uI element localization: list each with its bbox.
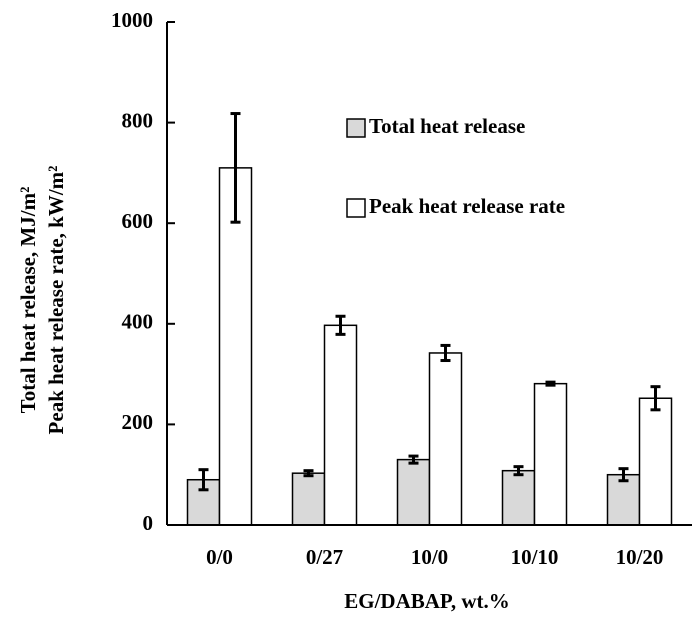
error-bar [650, 385, 661, 412]
y-axis-label: Total heat release, MJ/m² [16, 187, 40, 414]
x-axis-label: EG/DABAP, wt.% [344, 589, 510, 613]
bar [428, 352, 463, 526]
y-axis-label: Peak heat release rate, kW/m² [44, 166, 68, 435]
bar [638, 397, 673, 526]
x-tick-label: 0/0 [206, 545, 233, 569]
legend-label: Total heat release [369, 114, 525, 138]
error-bar [408, 454, 419, 465]
error-bar [198, 468, 209, 492]
bar [323, 324, 358, 526]
y-tick-label: 400 [122, 310, 154, 334]
bar [501, 469, 536, 526]
error-bar [618, 467, 629, 483]
y-tick-label: 800 [122, 108, 154, 132]
y-tick-label: 200 [122, 410, 154, 434]
y-tick-label: 0 [143, 511, 154, 535]
x-tick-label: 0/27 [306, 545, 343, 569]
x-tick-label: 10/10 [511, 545, 559, 569]
legend-swatch [346, 118, 366, 138]
y-label-group: Total heat release, MJ/m² Peak heat rele… [16, 166, 68, 435]
error-bar [303, 469, 314, 478]
bar [291, 472, 326, 526]
error-bar [545, 380, 556, 387]
legend-label: Peak heat release rate [369, 194, 565, 218]
error-bar [230, 112, 241, 224]
error-bar [513, 465, 524, 477]
legend-swatch [346, 198, 366, 218]
bar [396, 458, 431, 526]
y-tick-label: 1000 [111, 8, 153, 32]
x-tick-label: 10/0 [411, 545, 448, 569]
error-bar [335, 314, 346, 336]
y-tick-label: 600 [122, 209, 154, 233]
bar [606, 473, 641, 526]
bar [533, 382, 568, 526]
error-bar [440, 343, 451, 363]
x-tick-label: 10/20 [616, 545, 664, 569]
